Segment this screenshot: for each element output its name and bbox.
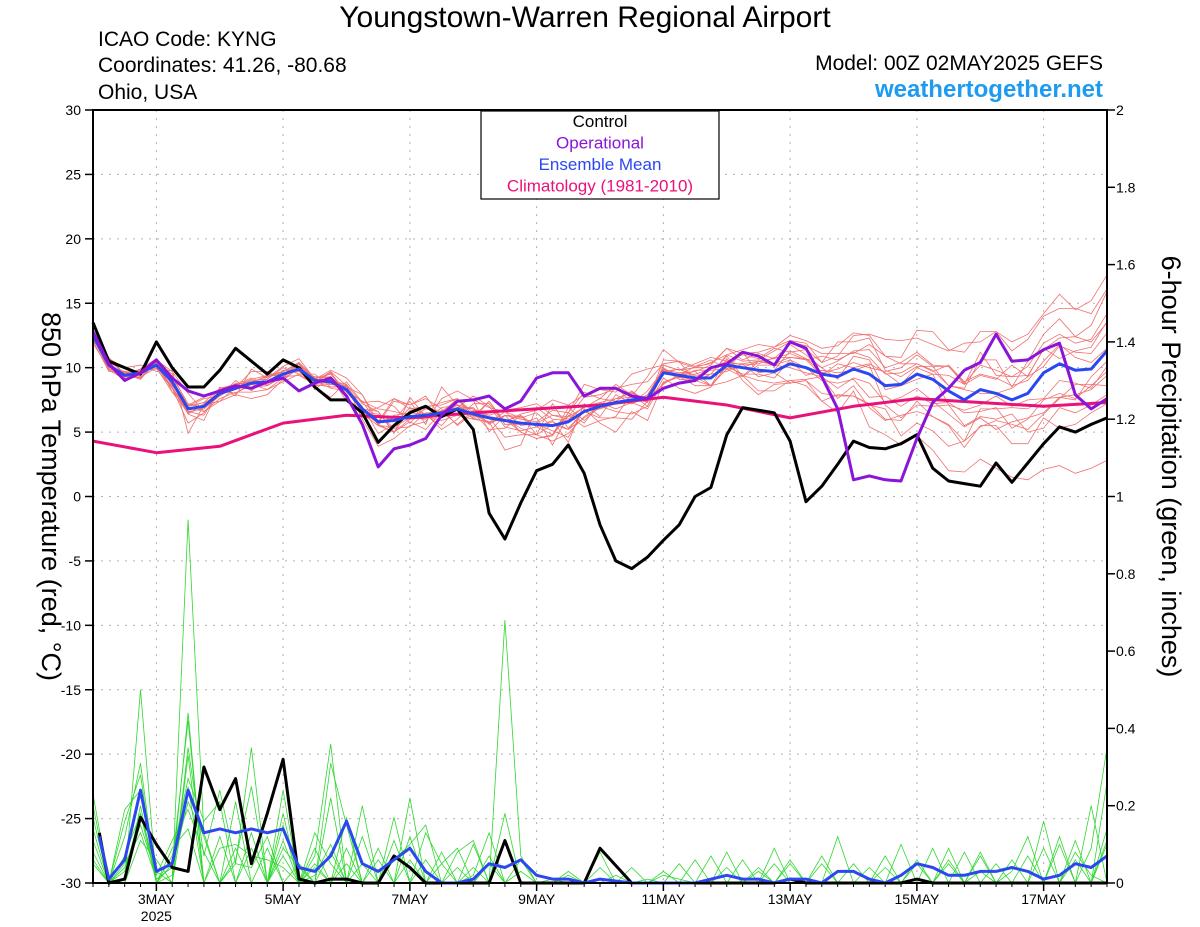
legend-box bbox=[480, 110, 720, 200]
y-left-tick-label: -25 bbox=[61, 811, 81, 827]
temperature-member-line bbox=[92, 291, 1108, 436]
model-run: Model: 00Z 02MAY2025 GEFS bbox=[815, 52, 1103, 75]
y-right-tick-label: 0.2 bbox=[1116, 798, 1136, 814]
legend-entry: Control bbox=[573, 112, 628, 131]
control-temp-line bbox=[91, 322, 1108, 571]
x-tick-label: 5MAY bbox=[265, 891, 303, 907]
y-left-tick-label: -15 bbox=[61, 682, 81, 698]
y-left-tick-label: 0 bbox=[73, 489, 81, 505]
y-left-tick-label: 15 bbox=[65, 295, 81, 311]
ensemble-mean-precip-line bbox=[97, 788, 1108, 885]
precip-member-line bbox=[92, 720, 1108, 885]
ensemble-mean-temp-line bbox=[91, 334, 1109, 428]
legend-entry: Operational bbox=[556, 134, 644, 153]
x-tick-label: 13MAY bbox=[768, 891, 814, 907]
y-right-tick-label: 1.2 bbox=[1116, 411, 1136, 427]
temperature-member-line bbox=[92, 335, 1108, 481]
axis-titles: 850 hPa Temperature (red, °C) 6-hour Prec… bbox=[36, 256, 1186, 681]
x-tick-label: 15MAY bbox=[894, 891, 940, 907]
x-tick-label: 11MAY bbox=[641, 891, 685, 907]
temperature-member-line bbox=[92, 342, 1108, 447]
icao-code: ICAO Code: KYNG bbox=[98, 28, 277, 51]
x-tick-label: 17MAY bbox=[1021, 891, 1067, 907]
region: Ohio, USA bbox=[98, 81, 198, 104]
ensemble-members-temperature bbox=[92, 274, 1108, 481]
y-left-tick-label: 30 bbox=[65, 102, 81, 118]
chart-title: Youngstown-Warren Regional Airport bbox=[339, 1, 831, 34]
y-right-tick-label: 1.4 bbox=[1116, 334, 1136, 350]
y-left-tick-label: 20 bbox=[65, 231, 81, 247]
temperature-member-line bbox=[92, 321, 1108, 433]
temperature-member-line bbox=[92, 337, 1108, 434]
site-link[interactable]: weathertogether.net bbox=[874, 76, 1103, 103]
y-right-tick-label: 2 bbox=[1116, 102, 1124, 118]
x-tick-label: 3MAY bbox=[138, 891, 176, 907]
y-right-tick-label: 0.8 bbox=[1116, 566, 1136, 582]
x-tick-label: 9MAY bbox=[518, 891, 556, 907]
y-left-axis-title: 850 hPa Temperature (red, °C) bbox=[36, 312, 66, 681]
y-right-tick-label: 1.6 bbox=[1116, 257, 1136, 273]
legend-entry: Ensemble Mean bbox=[539, 155, 662, 174]
y-left-tick-label: 5 bbox=[73, 424, 81, 440]
grid-lines bbox=[93, 110, 1107, 883]
y-left-tick-label: -20 bbox=[61, 746, 81, 762]
x-tick-label: 7MAY bbox=[391, 891, 429, 907]
precip-member-line bbox=[92, 712, 1108, 885]
coordinates: Coordinates: 41.26, -80.68 bbox=[98, 54, 347, 77]
y-right-tick-label: 1 bbox=[1116, 489, 1124, 505]
y-left-tick-label: -5 bbox=[69, 553, 82, 569]
y-right-axis-title: 6-hour Precipitation (green, inches) bbox=[1156, 256, 1186, 678]
y-right-tick-label: 1.8 bbox=[1116, 179, 1136, 195]
y-right-tick-label: 0.4 bbox=[1116, 720, 1136, 736]
y-left-tick-label: 10 bbox=[65, 360, 81, 376]
legend: Control Operational Ensemble Mean Climatolo… bbox=[480, 110, 720, 200]
y-left-tick-label: 25 bbox=[65, 166, 81, 182]
y-left-tick-label: -30 bbox=[61, 875, 81, 891]
precip-member-line bbox=[92, 620, 1108, 884]
y-right-tick-label: 0 bbox=[1116, 875, 1124, 891]
y-right-tick-label: 0.6 bbox=[1116, 643, 1136, 659]
operational-temp-line bbox=[91, 330, 1108, 483]
plot-frame bbox=[92, 109, 1108, 884]
y-left-tick-label: -10 bbox=[61, 617, 81, 633]
precip-member-line bbox=[93, 755, 1108, 884]
axes: 302520151050-5-10-15-20-25-3021.81.61.41… bbox=[61, 102, 1136, 924]
x-tick-sublabel: 2025 bbox=[141, 908, 172, 924]
legend-entry: Climatology (1981-2010) bbox=[507, 177, 693, 196]
